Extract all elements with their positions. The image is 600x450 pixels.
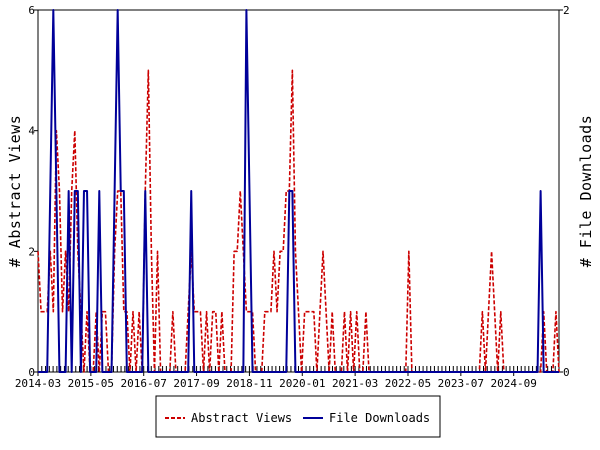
y-right-tick-label: 2 (563, 4, 570, 17)
y-left-tick-label: 2 (28, 245, 35, 258)
y-axis-left-title: # Abstract Views (6, 115, 24, 268)
y-axis-left-ticks: 0 2 4 6 (28, 4, 38, 379)
y-left-tick-label: 4 (28, 125, 35, 138)
legend-label-file-downloads: File Downloads (329, 411, 430, 425)
y-axis-right-title: # File Downloads (577, 115, 595, 268)
x-tick-label: 2015-05 (68, 377, 114, 390)
legend: Abstract Views File Downloads (155, 395, 441, 438)
x-tick-label: 2021-03 (332, 377, 378, 390)
legend-box (155, 395, 441, 438)
x-tick-label: 2022-05 (385, 377, 431, 390)
series-layer (37, 9, 560, 373)
series-line-file-downloads (38, 9, 559, 373)
y-right-tick-label: 0 (563, 366, 570, 379)
x-tick-label: 2017-09 (173, 377, 219, 390)
x-tick-label: 2020-01 (279, 377, 325, 390)
legend-label-abstract-views: Abstract Views (191, 411, 292, 425)
y-left-tick-label: 0 (28, 366, 35, 379)
x-tick-label: 2024-09 (491, 377, 537, 390)
x-tick-label: 2014-03 (15, 377, 61, 390)
x-tick-label: 2016-07 (121, 377, 167, 390)
x-tick-label: 2018-11 (226, 377, 272, 390)
y-axis-right-ticks: 02 (559, 4, 570, 379)
x-tick-label: 2023-07 (438, 377, 484, 390)
x-axis-ticks: 2014-03 2015-05 2016-07 2017-09 2018-11 2020-… (15, 366, 560, 390)
y-left-tick-label: 6 (28, 4, 35, 17)
